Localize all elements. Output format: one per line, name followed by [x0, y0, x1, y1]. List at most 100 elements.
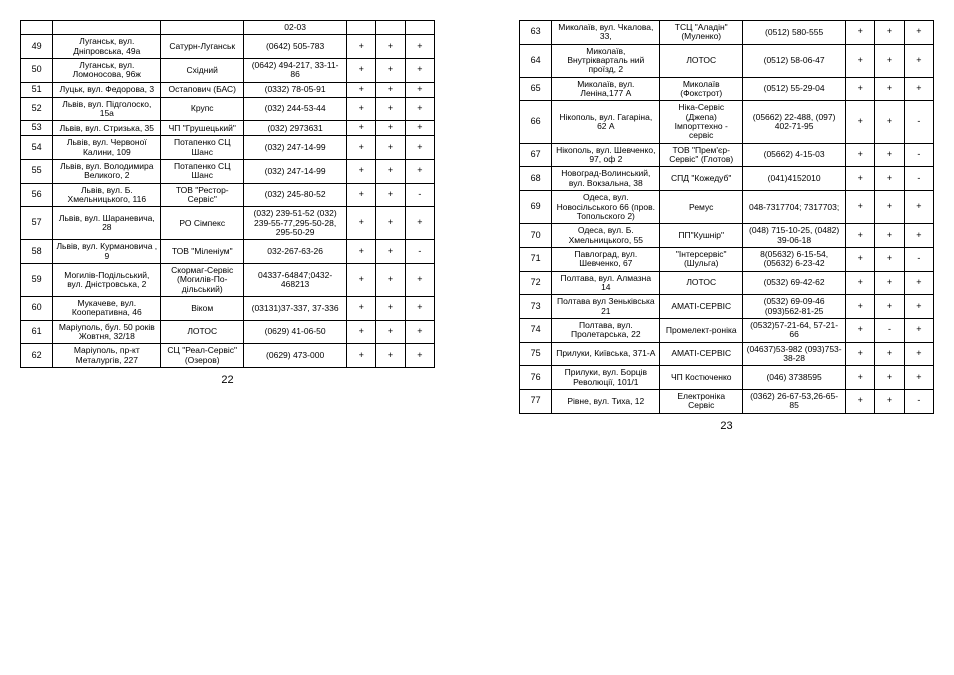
check-cell: +	[405, 82, 434, 97]
check-cell: +	[347, 159, 376, 183]
company-cell: Сатурн-Луганськ	[161, 35, 244, 59]
table-row: 55Львів, вул. Володимира Великого, 2Пота…	[21, 159, 435, 183]
phone-cell: 02-03	[244, 21, 347, 35]
row-number: 62	[21, 344, 53, 368]
check-cell: +	[846, 224, 875, 248]
check-cell	[376, 21, 405, 35]
phone-cell: (032) 244-53-44	[244, 97, 347, 121]
table-row: 67Нікополь, вул. Шевченко, 97, оф 2ТОВ "…	[520, 143, 934, 167]
check-cell: +	[347, 297, 376, 321]
company-cell: РО Сімпекс	[161, 207, 244, 240]
row-number: 67	[520, 143, 552, 167]
row-number: 77	[520, 390, 552, 414]
check-cell: +	[904, 44, 933, 77]
check-cell: +	[846, 366, 875, 390]
check-cell: +	[846, 77, 875, 101]
check-cell: +	[875, 77, 904, 101]
check-cell: +	[405, 320, 434, 344]
address-cell: Полтава вул Зеньківська 21	[552, 295, 660, 319]
check-cell: +	[376, 121, 405, 136]
check-cell: +	[405, 344, 434, 368]
table-row: 70Одеса, вул. Б. Хмельницького, 55ПП"Куш…	[520, 224, 934, 248]
check-cell: +	[376, 344, 405, 368]
phone-cell: (048) 715-10-25, (0482) 39-06-18	[743, 224, 846, 248]
row-number: 57	[21, 207, 53, 240]
page-number-left: 22	[20, 374, 435, 386]
check-cell: +	[376, 82, 405, 97]
check-cell: +	[405, 136, 434, 160]
company-cell: Промелект-роніка	[660, 318, 743, 342]
table-row: 77Рівне, вул. Тиха, 12Електроніка Сервіс…	[520, 390, 934, 414]
check-cell: +	[846, 390, 875, 414]
table-row: 51Луцьк, вул. Федорова, 3Остапович (БАС)…	[21, 82, 435, 97]
check-cell: +	[875, 342, 904, 366]
check-cell: +	[376, 207, 405, 240]
table-row: 62Маріуполь, пр-кт Металургів, 227СЦ "Ре…	[21, 344, 435, 368]
page-left: 02-0349Луганськ, вул. Дніпровська, 49аСа…	[0, 0, 455, 675]
check-cell: +	[376, 320, 405, 344]
check-cell: +	[376, 35, 405, 59]
company-cell: ЛОТОС	[660, 271, 743, 295]
phone-cell: (0532) 69-09-46 (093)562-81-25	[743, 295, 846, 319]
address-cell: Новоград-Волинський, вул. Вокзальна, 38	[552, 167, 660, 191]
check-cell: +	[875, 390, 904, 414]
row-number: 61	[21, 320, 53, 344]
check-cell: -	[405, 240, 434, 264]
phone-cell: (04637)53-982 (093)753-38-28	[743, 342, 846, 366]
check-cell: +	[846, 295, 875, 319]
address-cell: Львів, вул. Володимира Великого, 2	[53, 159, 161, 183]
address-cell: Одеса, вул. Б. Хмельницького, 55	[552, 224, 660, 248]
check-cell: +	[846, 191, 875, 224]
address-cell: Прилуки, вул. Борців Революції, 101/1	[552, 366, 660, 390]
row-number: 56	[21, 183, 53, 207]
phone-cell: 8(05632) 6-15-54, (05632) 6-23-42	[743, 247, 846, 271]
address-cell: Маріуполь, бул. 50 років Жовтня, 32/18	[53, 320, 161, 344]
table-row: 52Львів, вул. Підголоско, 15аКрупс(032) …	[21, 97, 435, 121]
row-number: 72	[520, 271, 552, 295]
check-cell: +	[376, 136, 405, 160]
check-cell: +	[376, 240, 405, 264]
table-row: 71Павлоград, вул. Шевченко, 67"Інтерсерв…	[520, 247, 934, 271]
address-cell: Львів, вул. Стризька, 35	[53, 121, 161, 136]
address-cell: Рівне, вул. Тиха, 12	[552, 390, 660, 414]
table-row: 75Прилуки, Київська, 371-ААМАТІ-СЕРВІС(0…	[520, 342, 934, 366]
check-cell: +	[405, 263, 434, 296]
table-row: 68Новоград-Волинський, вул. Вокзальна, 3…	[520, 167, 934, 191]
check-cell	[347, 21, 376, 35]
row-number: 54	[21, 136, 53, 160]
table-row: 58Львів, вул. Курмановича , 9ТОВ "Мілені…	[21, 240, 435, 264]
table-row: 76Прилуки, вул. Борців Революції, 101/1Ч…	[520, 366, 934, 390]
check-cell: +	[875, 271, 904, 295]
address-cell: Павлоград, вул. Шевченко, 67	[552, 247, 660, 271]
check-cell: +	[347, 207, 376, 240]
row-number: 70	[520, 224, 552, 248]
check-cell: +	[875, 247, 904, 271]
check-cell: +	[347, 320, 376, 344]
address-cell: Миколаїв, Внутрікварталь ний проїзд, 2	[552, 44, 660, 77]
check-cell: +	[405, 121, 434, 136]
row-number: 75	[520, 342, 552, 366]
address-cell: Полтава, вул. Алмазна 14	[552, 271, 660, 295]
check-cell: +	[347, 263, 376, 296]
check-cell: +	[347, 97, 376, 121]
phone-cell: (05662) 4-15-03	[743, 143, 846, 167]
check-cell: +	[875, 143, 904, 167]
check-cell: +	[846, 271, 875, 295]
row-number: 55	[21, 159, 53, 183]
company-cell: Електроніка Сервіс	[660, 390, 743, 414]
table-row: 59Могилів-Подільський, вул. Дністровська…	[21, 263, 435, 296]
check-cell: +	[405, 297, 434, 321]
row-number: 53	[21, 121, 53, 136]
check-cell: +	[875, 366, 904, 390]
address-cell: Львів, вул. Б. Хмельницького, 116	[53, 183, 161, 207]
address-cell: Полтава, вул. Пролетарська, 22	[552, 318, 660, 342]
address-cell: Львів, вул. Підголоско, 15а	[53, 97, 161, 121]
address-cell: Луцьк, вул. Федорова, 3	[53, 82, 161, 97]
check-cell: +	[846, 342, 875, 366]
check-cell: +	[875, 21, 904, 45]
row-number: 59	[21, 263, 53, 296]
company-cell: Ніка-Сервіс (Джепа) Імпорттехно - сервіс	[660, 101, 743, 143]
check-cell: +	[904, 295, 933, 319]
check-cell: -	[405, 183, 434, 207]
company-cell	[161, 21, 244, 35]
